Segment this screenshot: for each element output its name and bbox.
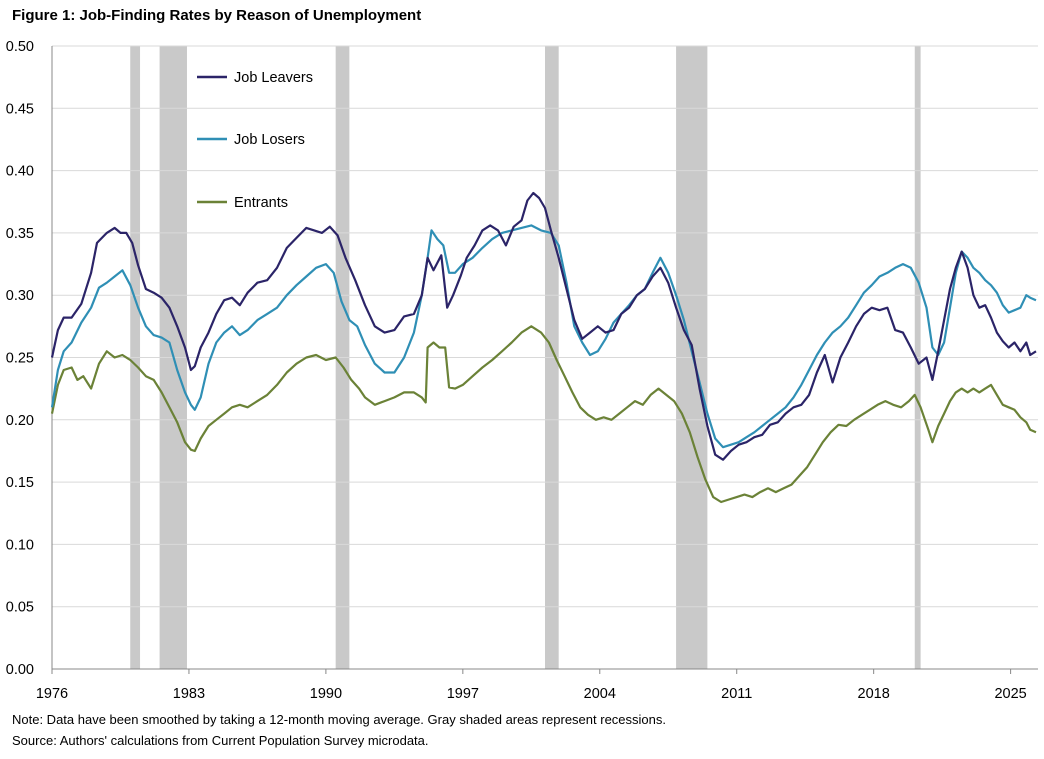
y-tick-label: 0.40 (6, 164, 34, 180)
chart-source: Source: Authors' calculations from Curre… (12, 733, 429, 748)
series-line-job-leavers (50, 191, 1037, 461)
y-tick-label: 0.20 (6, 413, 34, 429)
y-tick-label: 0.25 (6, 351, 34, 367)
legend-label-job-leavers: Job Leavers (234, 70, 313, 86)
legend-label-job-losers: Job Losers (234, 132, 305, 148)
x-tick-label: 2004 (584, 686, 616, 702)
x-tick-label: 2018 (858, 686, 890, 702)
gridlines (52, 45, 1038, 608)
x-tick-label: 1997 (447, 686, 479, 702)
legend-label-entrants: Entrants (234, 195, 288, 211)
x-tick-label: 1983 (173, 686, 205, 702)
legend: Job Leavers Job Losers Entrants (197, 70, 313, 211)
y-tick-label: 0.05 (6, 600, 34, 616)
axes: 0.00 0.05 0.10 0.15 0.20 0.25 0.30 0.35 0.40 0.45… (6, 39, 1038, 702)
y-tick-label: 0.35 (6, 226, 34, 242)
y-tick-label: 0.50 (6, 39, 34, 55)
chart-title: Figure 1: Job-Finding Rates by Reason of… (12, 7, 422, 24)
y-tick-label: 0.10 (6, 537, 34, 553)
y-tick-label: 0.15 (6, 475, 34, 491)
chart-canvas: 0.00 0.05 0.10 0.15 0.20 0.25 0.30 0.35 0.40 0.45… (6, 39, 1038, 702)
y-tick-label: 0.30 (6, 288, 34, 304)
y-tick-label: 0.00 (6, 662, 34, 678)
x-tick-label: 2025 (994, 686, 1026, 702)
series-line-job-losers (50, 224, 1037, 449)
series-line-entrants (50, 325, 1037, 504)
y-tick-label: 0.45 (6, 101, 34, 117)
x-tick-label: 1976 (36, 686, 68, 702)
chart-note: Note: Data have been smoothed by taking … (12, 712, 666, 727)
x-tick-label: 1990 (310, 686, 342, 702)
x-tick-label: 2011 (721, 686, 752, 702)
series-lines (50, 191, 1037, 504)
